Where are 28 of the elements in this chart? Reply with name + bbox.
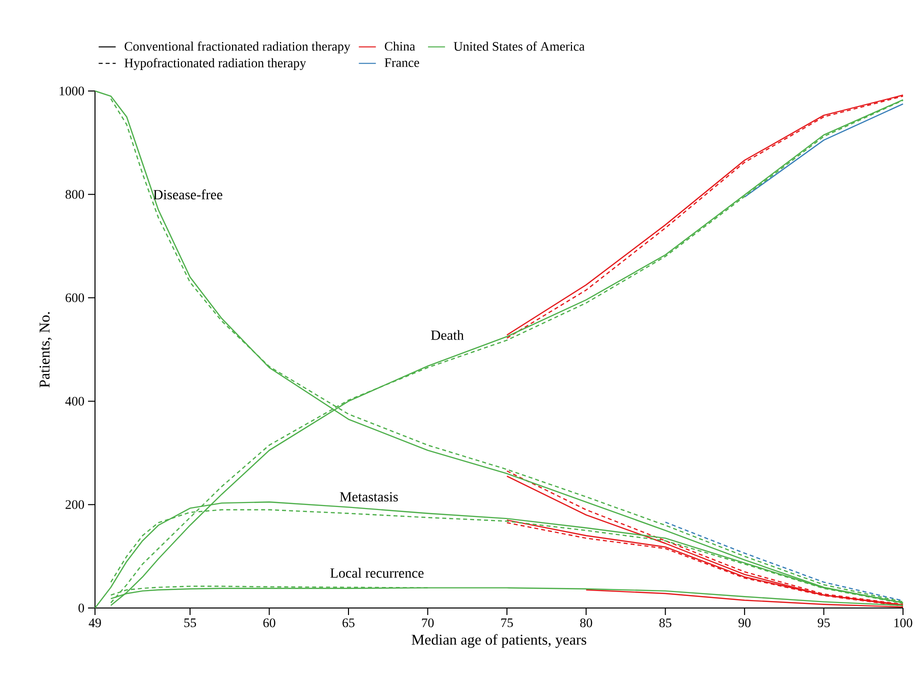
y-tick-label: 0: [78, 604, 84, 612]
x-tick-label: 90: [738, 618, 751, 628]
legend-label: France: [384, 58, 420, 68]
x-tick-label: 70: [422, 618, 434, 628]
x-tick-label: 55: [184, 618, 196, 628]
x-tick-label: 100: [894, 618, 912, 628]
annotation: Metastasis: [340, 492, 398, 502]
y-tick-label: 1000: [60, 86, 84, 96]
x-tick-label: 49: [88, 618, 101, 628]
annotation: Local recurrence: [330, 568, 424, 578]
legend-label: Conventional fractionated radiation therapy: [124, 42, 350, 54]
x-tick-label: 85: [659, 618, 672, 628]
annotation: Disease-free: [153, 189, 222, 200]
legend-label: Hypofractionated radiation therapy: [124, 58, 306, 70]
x-tick-label: 60: [263, 618, 276, 628]
y-tick-label: 800: [66, 190, 84, 199]
y-tick-label: 600: [66, 293, 84, 302]
legend-label: United States of America: [454, 42, 585, 51]
x-axis-title: Median age of patients, years: [412, 634, 586, 648]
y-tick-label: 400: [65, 396, 84, 406]
x-tick-label: 65: [342, 618, 354, 628]
x-tick-label: 95: [818, 618, 830, 628]
x-tick-label: 75: [501, 618, 513, 628]
legend-label: China: [384, 42, 416, 51]
annotation: Death: [431, 330, 464, 340]
y-axis-title: Patients, No.: [40, 312, 52, 388]
x-tick-label: 80: [580, 618, 592, 628]
y-tick-label: 200: [66, 500, 84, 509]
